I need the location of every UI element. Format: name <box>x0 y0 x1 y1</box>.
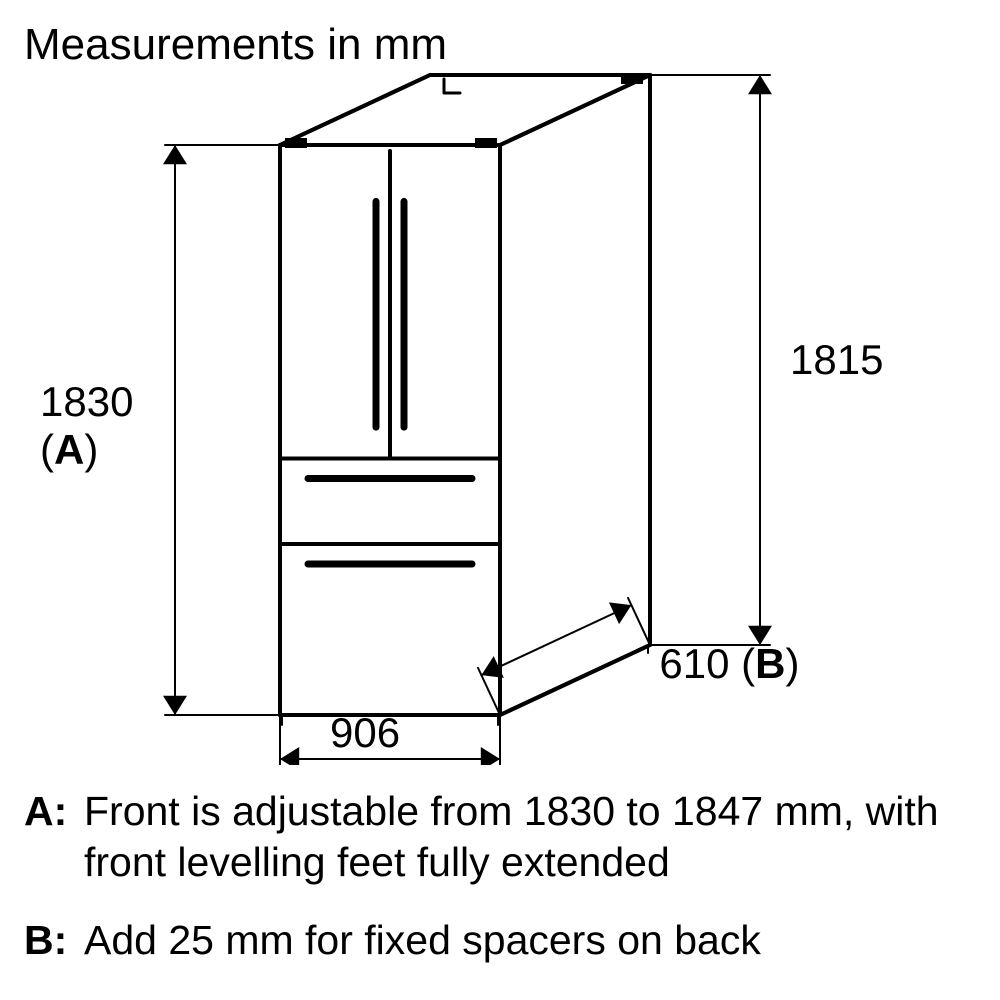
note-b-key: B: <box>24 915 84 966</box>
note-b: B: Add 25 mm for fixed spacers on back <box>24 915 976 966</box>
svg-text:610 (B): 610 (B) <box>659 640 799 687</box>
note-a-text: Front is adjustable from 1830 to 1847 mm… <box>84 786 976 889</box>
note-a-key: A: <box>24 786 84 889</box>
isometric-diagram: 1830(A) 1815 906 610 (B) <box>0 65 1000 765</box>
diagram-container: Measurements in mm 1830(A) 1815 906 610 (B)… <box>0 0 1000 1000</box>
svg-text:906: 906 <box>330 709 400 756</box>
notes: A: Front is adjustable from 1830 to 1847… <box>24 786 976 992</box>
note-a: A: Front is adjustable from 1830 to 1847… <box>24 786 976 889</box>
svg-text:1830: 1830 <box>40 378 133 425</box>
title: Measurements in mm <box>24 20 447 70</box>
note-b-text: Add 25 mm for fixed spacers on back <box>84 915 976 966</box>
svg-text:1815: 1815 <box>790 336 883 383</box>
svg-text:(A): (A) <box>40 426 98 473</box>
